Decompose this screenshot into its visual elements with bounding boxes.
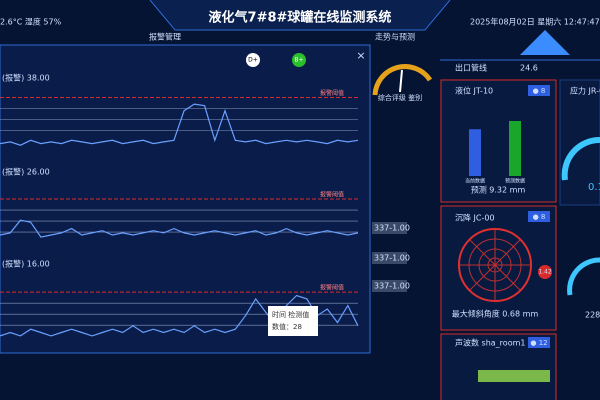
outlet-value: 24.6 (520, 64, 538, 73)
side-label-box (372, 280, 407, 292)
bar-label: 预测数据 (505, 178, 525, 185)
threshold-label: 报警阈值 (320, 284, 344, 292)
panel-title: 应力 JR-0 (570, 86, 600, 96)
panel-label: (报警) 26.00 (2, 167, 50, 177)
level-chart: 当前数据 预测数据 (465, 121, 525, 185)
side-label: 337-1.00 (374, 282, 410, 291)
datetime: 2025年08月02日 星期六 12:47:47 (470, 17, 600, 27)
panel-label: (报警) 16.00 (2, 259, 50, 269)
button-text: D+ (248, 57, 258, 64)
logo (520, 30, 570, 55)
level-panel (440, 79, 557, 203)
tooltip-title: 时间 检测值 (272, 310, 309, 319)
bar (469, 129, 481, 176)
panel-title: 声波数 sha_room1 (455, 338, 525, 348)
title: 液化气7#8#球罐在线监测系统 (209, 10, 392, 26)
outlet: 出口管线 (455, 63, 487, 73)
badge-text: ● 8 (533, 213, 546, 221)
marker-text: 1.42 (538, 269, 552, 276)
caption: 预测 9.32 mm (471, 185, 526, 195)
side-label: 337-1.00 (374, 224, 410, 233)
gauge-arc (372, 64, 433, 96)
trace (0, 219, 359, 238)
gauge-needle (399, 69, 403, 93)
nav-item[interactable]: 报警管理 (149, 32, 181, 42)
caption: 最大倾斜角度 0.68 mm (452, 309, 539, 319)
trace (0, 103, 359, 146)
marker (538, 265, 552, 279)
button[interactable] (246, 53, 260, 67)
sound-bar (478, 370, 550, 382)
side-label: 337-1.00 (374, 254, 410, 263)
polar-grid (458, 228, 532, 302)
button[interactable] (292, 53, 306, 67)
stress-value: 0.1 (588, 182, 600, 193)
tooltip-value: 数值：28 (272, 322, 302, 331)
weather: 2.6°C 湿度 57% (0, 17, 62, 27)
side-label-box (372, 222, 407, 234)
threshold-label: 报警阈值 (320, 191, 344, 199)
panel-label: (报警) 38.00 (2, 73, 50, 83)
nav-item[interactable]: 走势与预测 (375, 32, 415, 42)
button-text: B+ (294, 57, 303, 64)
badge[interactable] (528, 85, 550, 96)
bar (509, 121, 521, 176)
panel-title: 沉降 JC-00 (455, 213, 495, 223)
trace (0, 294, 359, 337)
threshold-label: 报警阈值 (320, 89, 344, 97)
title-frame (149, 0, 451, 31)
badge-text: ● 8 (533, 87, 546, 95)
tooltip (268, 306, 318, 336)
side-labels: 337-1.00 337-1.00 337-1.00 (372, 222, 410, 292)
gauge-label: 综合评级 鉴别 (378, 93, 422, 102)
side-label-box (372, 252, 407, 264)
stress-arc (567, 257, 600, 296)
stress-value: 228 (585, 311, 600, 320)
badge[interactable] (528, 211, 550, 222)
stress-arc (561, 136, 600, 181)
bar-label: 当前数据 (465, 178, 485, 185)
close[interactable]: × (356, 49, 365, 62)
badge-text: ● 12 (530, 339, 547, 347)
badge[interactable] (528, 337, 550, 348)
panel-title: 液位 JT-10 (455, 86, 493, 96)
